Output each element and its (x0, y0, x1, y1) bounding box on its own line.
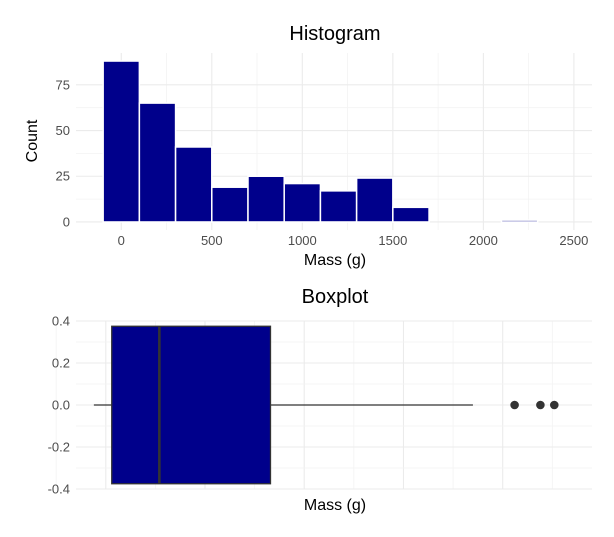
y-tick-label: 0.2 (52, 356, 70, 371)
y-tick-label: -0.2 (48, 440, 70, 455)
y-tick-label: 0.4 (52, 314, 70, 329)
histogram-bar (102, 60, 141, 223)
boxplot-y-tick-labels: -0.4 -0.2 0.0 0.2 0.4 (48, 314, 70, 497)
histogram-title: Histogram (289, 23, 380, 45)
histogram-bar (500, 219, 539, 223)
y-tick-label: 25 (56, 169, 70, 184)
histogram-bars (102, 60, 539, 223)
outlier-point (510, 400, 519, 410)
histogram-bar (319, 190, 358, 223)
outlier-point (549, 400, 559, 410)
histogram-bar (392, 206, 430, 223)
histogram-bar (211, 186, 249, 223)
histogram-panel: Histogram 0 500 1000 1500 2000 2500 0 25 50 75 M… (24, 23, 592, 269)
histogram-bar (138, 102, 177, 223)
box-iqr (111, 325, 272, 485)
histogram-y-axis-label: Count (24, 119, 41, 162)
y-tick-label: 0 (63, 214, 70, 229)
y-tick-label: 0.0 (52, 398, 70, 413)
boxplot-body (93, 325, 559, 485)
histogram-bar (174, 146, 213, 223)
x-tick-label: 1500 (378, 233, 407, 248)
histogram-x-axis-label: Mass (g) (304, 252, 366, 269)
histogram-y-tick-labels: 0 25 50 75 (56, 77, 70, 229)
histogram-bar (355, 177, 394, 223)
x-tick-label: 1000 (288, 233, 317, 248)
histogram-x-tick-labels: 0 500 1000 1500 2000 2500 (118, 233, 589, 248)
outlier-point (536, 400, 545, 410)
histogram-bar (283, 182, 322, 223)
histogram-bar (247, 175, 285, 223)
boxplot-title: Boxplot (302, 286, 369, 308)
y-tick-label: 75 (56, 77, 70, 92)
y-tick-label: 50 (56, 123, 70, 138)
boxplot-x-axis-label: Mass (g) (304, 497, 366, 514)
x-tick-label: 500 (201, 233, 223, 248)
x-tick-label: 2500 (559, 233, 588, 248)
y-tick-label: -0.4 (48, 482, 70, 497)
boxplot-panel: Boxplot -0.4 -0.2 0.0 0.2 0.4 Mass (g) (48, 286, 592, 514)
x-tick-label: 0 (118, 233, 125, 248)
x-tick-label: 2000 (469, 233, 498, 248)
